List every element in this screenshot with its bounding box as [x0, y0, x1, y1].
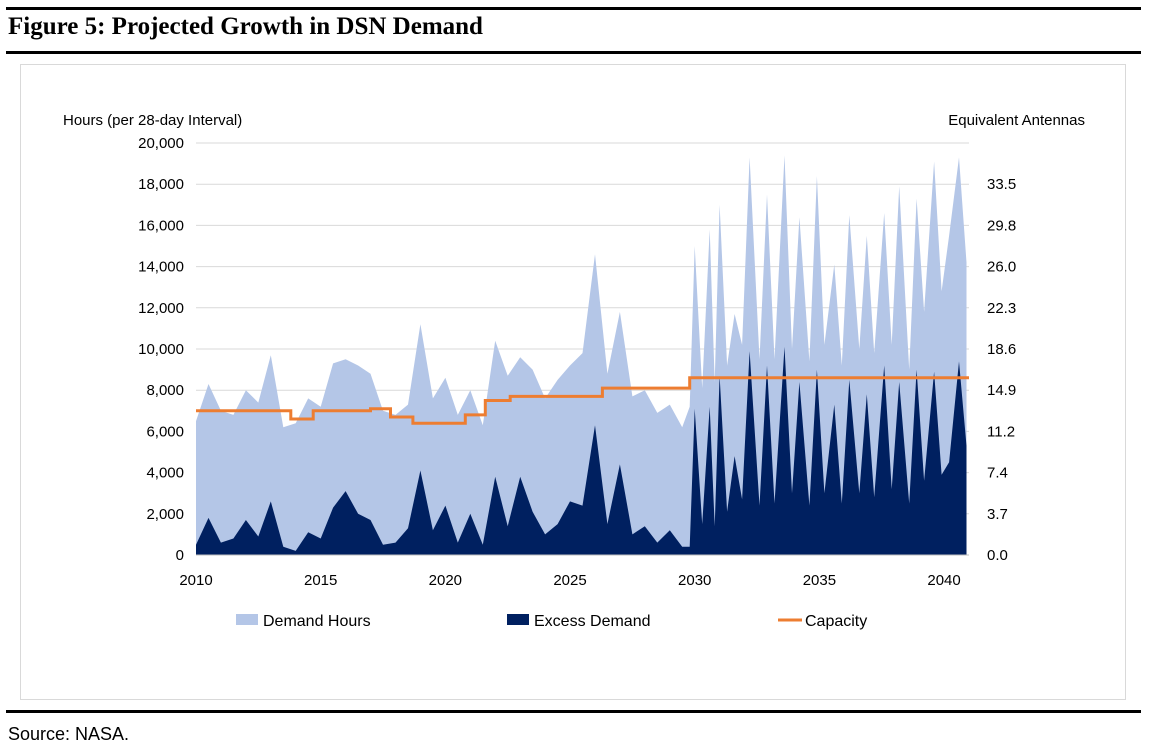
- y-tick-label: 8,000: [146, 382, 184, 399]
- y-axis-label: Hours (per 28-day Interval): [63, 112, 242, 129]
- x-tick-label: 2020: [429, 572, 462, 589]
- y-tick-label: 4,000: [146, 465, 184, 482]
- top-rule: [6, 7, 1141, 10]
- axes: 0 2,000 4,000 6,000 8,000 10,000 12,000 14,000 1…: [138, 135, 1016, 589]
- series-area-0: [196, 155, 967, 555]
- legend-label-2: Capacity: [805, 613, 867, 630]
- y-tick-label: 18,000: [138, 176, 184, 193]
- bottom-rule: [6, 710, 1141, 713]
- y-tick-label: 20,000: [138, 135, 184, 152]
- x-tick-label: 2015: [304, 572, 337, 589]
- y2-tick-label: 22.3: [987, 300, 1016, 317]
- y2-tick-label: 7.4: [987, 465, 1008, 482]
- series-area-1: [196, 346, 967, 555]
- source-note: Source: NASA.: [8, 724, 130, 744]
- line-layer: [196, 376, 969, 425]
- y2-tick-label: 3.7: [987, 506, 1008, 523]
- x-tick-label: 2040: [927, 572, 960, 589]
- capacity-line: [196, 376, 969, 425]
- y-tick-label: 10,000: [138, 341, 184, 358]
- legend: Demand Hours Excess Demand Capacity: [236, 613, 867, 630]
- y2-tick-label: 33.5: [987, 176, 1016, 193]
- y-tick-label: 12,000: [138, 300, 184, 317]
- y-tick-label: 14,000: [138, 259, 184, 276]
- y2-tick-label: 14.9: [987, 382, 1016, 399]
- y2-tick-label: 26.0: [987, 259, 1016, 276]
- legend-swatch-1: [507, 614, 529, 625]
- legend-label-0: Demand Hours: [263, 613, 371, 630]
- y-tick-label: 16,000: [138, 217, 184, 234]
- x-tick-label: 2010: [179, 572, 212, 589]
- legend-swatch-0: [236, 614, 258, 625]
- x-tick-label: 2025: [553, 572, 586, 589]
- y2-tick-label: 11.2: [987, 423, 1015, 440]
- y-tick-label: 6,000: [146, 423, 184, 440]
- y-tick-label: 2,000: [146, 506, 184, 523]
- area-layer: [196, 155, 967, 555]
- y2-tick-label: 29.8: [987, 217, 1016, 234]
- y-tick-label: 0: [176, 547, 184, 564]
- title-rule: [6, 51, 1141, 54]
- chart-svg: 0 2,000 4,000 6,000 8,000 10,000 12,000 14,000 1…: [63, 112, 1085, 630]
- legend-label-1: Excess Demand: [534, 613, 651, 630]
- figure-title: Figure 5: Projected Growth in DSN Demand: [8, 13, 483, 40]
- y2-axis-label: Equivalent Antennas: [948, 112, 1085, 129]
- chart-frame: 0 2,000 4,000 6,000 8,000 10,000 12,000 14,000 1…: [20, 64, 1126, 700]
- y2-tick-label: 18.6: [987, 341, 1016, 358]
- y2-tick-label: 0.0: [987, 547, 1008, 564]
- x-tick-label: 2030: [678, 572, 711, 589]
- x-tick-label: 2035: [803, 572, 836, 589]
